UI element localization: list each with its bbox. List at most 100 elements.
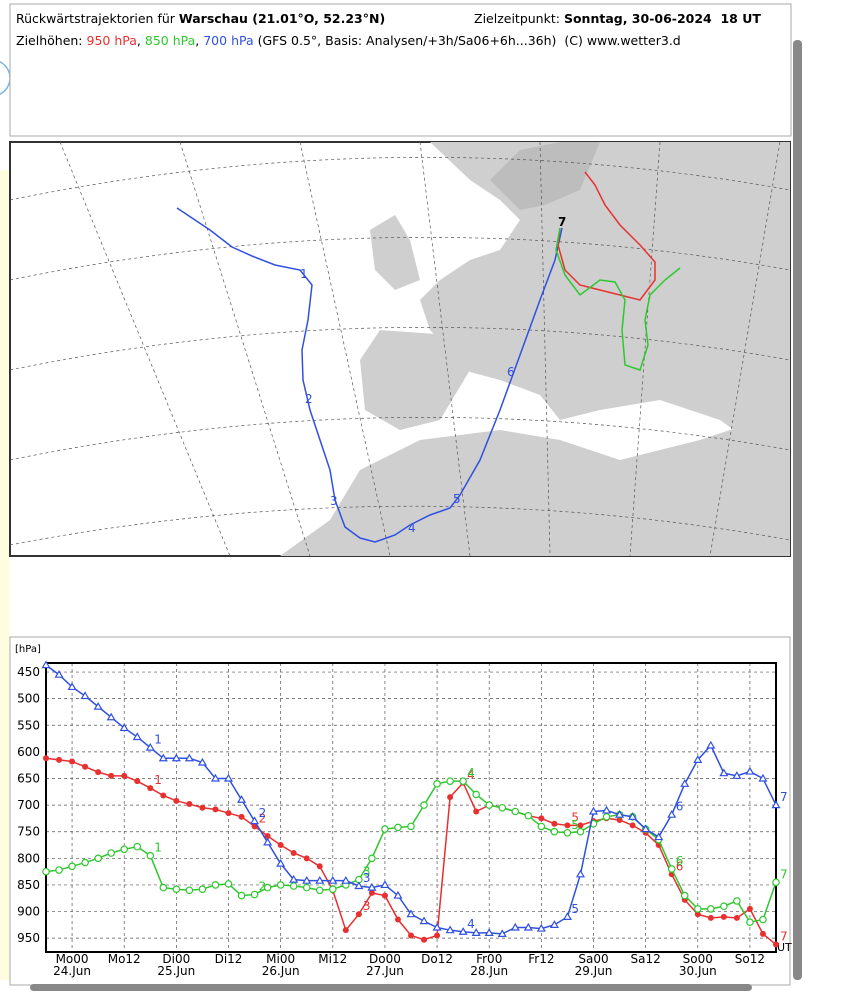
marker [303, 855, 310, 862]
marker [160, 792, 167, 799]
v-scrollbar[interactable] [793, 40, 802, 980]
marker [224, 880, 233, 888]
map: 1 2 3 4 5 6 7 [9, 141, 791, 557]
marker [758, 773, 768, 782]
marker [745, 766, 755, 775]
header-frame [9, 3, 792, 137]
marker [54, 670, 64, 678]
marker [602, 813, 611, 821]
marker [693, 905, 702, 913]
graticule [9, 141, 791, 557]
marker [355, 911, 362, 918]
marker [447, 794, 454, 801]
marker [159, 883, 168, 892]
marker [121, 772, 128, 779]
marker [289, 882, 298, 890]
map-day-label: 6 [507, 365, 515, 379]
marker [263, 883, 272, 892]
copyright: (C) www.wetter3.d [564, 33, 681, 48]
marker [434, 932, 441, 939]
marker [43, 755, 49, 762]
marker [147, 785, 154, 792]
marker [367, 882, 377, 891]
x-tick-label: Di12 [215, 952, 243, 966]
marker [484, 928, 494, 936]
marker [82, 763, 89, 770]
chart: [hPa] UT 450 500 550 600 650 700 750 800 850 900 950… [15, 644, 792, 978]
marker [237, 891, 246, 900]
marker [69, 758, 76, 765]
marker [421, 936, 428, 943]
marker [771, 800, 781, 809]
day-label: 7 [780, 790, 788, 804]
header-line: Zielhöhen: 950 hPa, 850 hPa, 700 hPa (GF… [16, 30, 788, 52]
marker [80, 691, 90, 700]
marker [106, 712, 116, 721]
map-day-label: 1 [300, 267, 308, 281]
x-date-label: 30.Jun [679, 964, 717, 978]
marker [732, 771, 742, 779]
marker [420, 801, 428, 809]
y-tick-label: 600 [17, 745, 40, 759]
marker [523, 922, 533, 931]
levels-label: Zielhöhen: [16, 33, 83, 48]
marker [381, 892, 388, 899]
marker [81, 858, 89, 867]
y-tick-label: 750 [17, 825, 40, 839]
day-label: 1 [154, 733, 162, 747]
marker [108, 772, 115, 779]
marker [120, 845, 129, 854]
marker [94, 854, 102, 863]
marker [341, 875, 351, 884]
trajectory-700 [176, 207, 563, 543]
marker [524, 811, 533, 820]
marker [720, 913, 727, 920]
marker [393, 890, 403, 899]
marker [707, 914, 714, 921]
marker [575, 869, 586, 878]
marker [576, 827, 585, 836]
marker [199, 804, 206, 811]
marker [316, 863, 323, 870]
sep: , [195, 33, 200, 48]
x-tick-label: Fr00 [476, 952, 502, 966]
day-label: 5 [571, 902, 579, 916]
x-tick-label: So00 [683, 952, 713, 966]
x-date-label: 25.Jun [157, 964, 195, 978]
land [420, 142, 790, 470]
marker [315, 875, 325, 884]
marker [459, 777, 467, 785]
marker [680, 779, 690, 787]
marker [473, 808, 480, 815]
marker [289, 874, 299, 883]
marker [733, 914, 740, 921]
x-date-label: 26.Jun [262, 964, 300, 978]
x-date-label: 24.Jun [53, 964, 91, 978]
y-tick-label: 700 [17, 798, 40, 812]
marker [328, 875, 338, 884]
x-tick-label: Sa00 [578, 952, 608, 966]
target-time: Sonntag, 30-06-2024 18 UT [563, 11, 761, 26]
marker [667, 865, 676, 873]
marker [733, 897, 741, 905]
marker [706, 740, 716, 749]
marker [445, 925, 455, 934]
level: 950 hPa [86, 33, 137, 48]
marker [693, 755, 703, 763]
marker [223, 773, 234, 782]
marker [42, 867, 50, 876]
marker [772, 878, 780, 887]
header-line: Rückwärtstrajektorien für Warschau (21.0… [16, 8, 788, 30]
x-date-label: 29.Jun [575, 964, 613, 978]
marker [510, 922, 520, 931]
header: Rückwärtstrajektorien für Warschau (21.0… [16, 8, 788, 52]
h-scrollbar[interactable] [30, 984, 752, 991]
side-button[interactable] [0, 60, 11, 96]
marker [601, 805, 612, 814]
marker [276, 881, 285, 889]
marker [497, 929, 507, 938]
map-day-label: 3 [330, 494, 338, 508]
x-tick-label: Mi00 [266, 952, 295, 966]
marker [407, 822, 415, 831]
